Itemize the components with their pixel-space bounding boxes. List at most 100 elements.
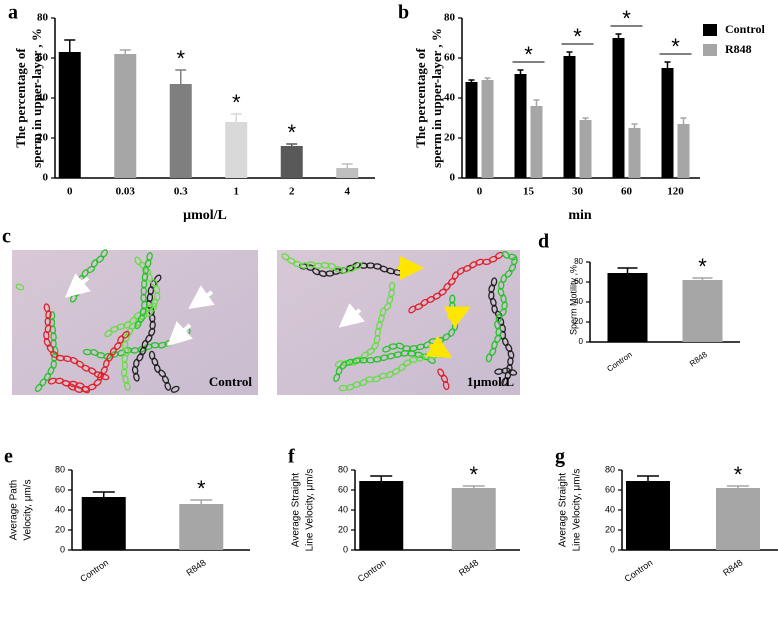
cell-track: [490, 277, 498, 287]
cell-track: [139, 346, 147, 356]
y-tick-label: 0: [343, 544, 348, 554]
x-tick-label: 15: [523, 186, 535, 198]
cell-track: [43, 303, 51, 313]
cell-track: [382, 345, 392, 353]
bar: [530, 106, 543, 178]
error-bar: [286, 143, 298, 146]
cell-track: [393, 351, 403, 358]
cell-track: [494, 368, 504, 375]
bar: [661, 68, 674, 178]
y-axis-label: The percentage of: [413, 48, 428, 148]
cell-track: [145, 334, 153, 343]
arrows: [64, 256, 471, 359]
y-tick-label: 40: [444, 92, 456, 104]
x-axis-label: min: [568, 208, 592, 223]
error-bar: [566, 51, 573, 56]
bar: [225, 122, 248, 178]
cell-track: [347, 265, 357, 273]
error-bar: [175, 69, 187, 84]
cell-track: [352, 381, 362, 388]
bar: [81, 497, 126, 550]
bar: [716, 488, 760, 550]
bar: [336, 168, 359, 178]
cell-track: [44, 317, 51, 327]
cell-track: [379, 265, 389, 273]
y-axis-label: Sperm Motility ,%: [568, 265, 578, 335]
bar: [359, 481, 404, 550]
y-axis-label: Velocity, μm/s: [23, 479, 34, 540]
x-tick-label: R848: [457, 557, 480, 578]
cell-track: [62, 355, 72, 363]
significance-mark: *: [287, 120, 296, 145]
cell-track: [147, 286, 155, 296]
cell-track: [46, 344, 55, 353]
y-axis-label: sperm in upper-layer , %: [429, 28, 444, 168]
bar: [114, 54, 137, 178]
cell-track: [106, 353, 114, 362]
panel-letter: b: [398, 2, 409, 24]
x-tick-label: 4: [345, 186, 351, 198]
cell-track: [130, 347, 140, 354]
cell-track: [365, 262, 376, 269]
cell-track: [462, 264, 472, 272]
cell-track: [372, 356, 383, 363]
y-tick-label: 60: [574, 277, 583, 286]
error-bar: [582, 117, 589, 120]
cell-track: [437, 368, 445, 378]
cell-track: [102, 359, 110, 369]
error-bar: [517, 69, 524, 74]
y-axis-label: The percentage of: [13, 48, 28, 148]
y-tick-label: 20: [605, 524, 615, 534]
x-tick-label: 0: [477, 186, 483, 198]
cell-track: [345, 264, 355, 272]
y-tick-label: 40: [605, 504, 615, 514]
cell-track: [511, 256, 518, 266]
cell-track: [140, 279, 148, 289]
cell-track: [151, 357, 159, 367]
bar: [579, 120, 592, 178]
panel-letter: d: [538, 231, 549, 253]
cell-track: [116, 349, 126, 357]
y-tick-label: 60: [338, 484, 348, 494]
y-tick-label: 0: [450, 172, 456, 184]
cell-track: [397, 363, 407, 372]
bar: [682, 280, 723, 342]
cell-track: [109, 351, 120, 358]
cell-track: [501, 377, 509, 386]
cell-track: [432, 292, 442, 300]
x-tick-label: 30: [572, 186, 584, 198]
cell-track: [153, 274, 162, 283]
cell-track: [122, 374, 129, 385]
cell-track: [146, 292, 154, 303]
significance-mark: *: [622, 6, 631, 31]
y-tick-label: 20: [37, 132, 49, 144]
cell-track: [67, 383, 77, 391]
error-bar: [341, 163, 353, 168]
cell-track: [388, 281, 396, 291]
cell-track: [136, 353, 144, 362]
cell-track: [50, 332, 57, 342]
cell-track: [164, 381, 172, 391]
panel-letter: c: [2, 226, 11, 248]
cell-track: [140, 293, 147, 303]
x-axis-label: μmol/L: [183, 208, 227, 223]
cell-track: [133, 372, 140, 382]
y-tick-label: 40: [574, 297, 583, 306]
significance-mark: *: [573, 24, 582, 49]
x-tick-label: 60: [621, 186, 633, 198]
bar: [481, 80, 494, 178]
cell-track: [82, 348, 93, 356]
micrograph: [12, 249, 258, 395]
error-bar: [615, 33, 622, 38]
error-bar: [664, 61, 671, 68]
cell-track: [386, 267, 396, 275]
cell-track: [39, 378, 47, 387]
cell-track: [104, 329, 113, 338]
y-tick-label: 40: [37, 92, 49, 104]
significance-mark: *: [698, 254, 707, 279]
error-bar: [484, 77, 491, 80]
error-bar: [370, 475, 393, 481]
y-tick-label: 60: [605, 484, 615, 494]
cell-track: [170, 385, 180, 393]
